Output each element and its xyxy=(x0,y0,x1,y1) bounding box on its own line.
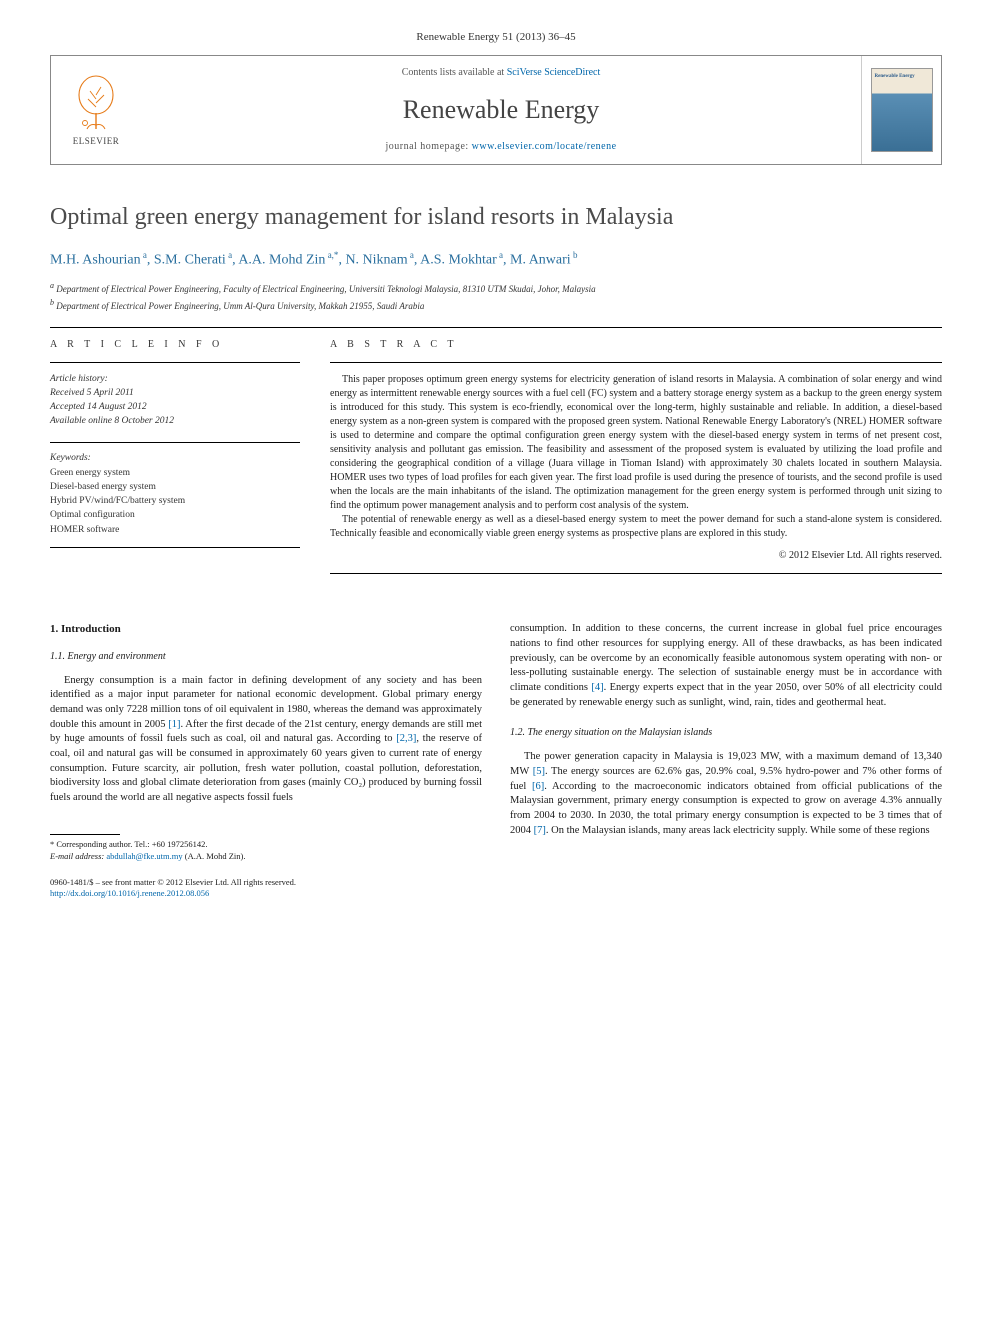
cover-image: Renewable Energy xyxy=(871,68,933,152)
doi-link[interactable]: http://dx.doi.org/10.1016/j.renene.2012.… xyxy=(50,888,209,898)
ref-7[interactable]: [7] xyxy=(534,825,546,836)
email-tail: (A.A. Mohd Zin). xyxy=(183,851,246,861)
footer-block: 0960-1481/$ – see front matter © 2012 El… xyxy=(50,877,482,901)
section-1-2-heading: 1.2. The energy situation on the Malaysi… xyxy=(510,726,942,740)
issn-front-matter: 0960-1481/$ – see front matter © 2012 El… xyxy=(50,877,482,889)
article-history: Article history: Received 5 April 2011 A… xyxy=(50,373,300,428)
corr-author-line: * Corresponding author. Tel.: +60 197256… xyxy=(50,839,482,851)
author: A.A. Mohd Zin xyxy=(238,253,325,268)
keywords-label: Keywords: xyxy=(50,451,300,465)
keyword: Diesel-based energy system xyxy=(50,480,300,494)
author: S.M. Cherati xyxy=(154,253,226,268)
abstract-para-2: The potential of renewable energy as wel… xyxy=(330,513,942,541)
article-info-column: A R T I C L E I N F O Article history: R… xyxy=(50,328,300,574)
history-online: Available online 8 October 2012 xyxy=(50,415,300,429)
author-affil-sup: b xyxy=(571,250,578,260)
journal-reference: Renewable Energy 51 (2013) 36–45 xyxy=(50,30,942,45)
body-para-1: Energy consumption is a main factor in d… xyxy=(50,674,482,806)
keywords-block: Keywords: Green energy systemDiesel-base… xyxy=(50,443,300,537)
ref-5[interactable]: [5] xyxy=(533,766,545,777)
keyword: Optimal configuration xyxy=(50,508,300,522)
author: M. Anwari xyxy=(510,253,571,268)
author-affil-sup: a xyxy=(226,250,232,260)
abstract-para-1: This paper proposes optimum green energy… xyxy=(330,373,942,513)
corr-email-link[interactable]: abdullah@fke.utm.my xyxy=(106,851,182,861)
elsevier-logo-block: ELSEVIER xyxy=(51,56,141,164)
contents-lists-line: Contents lists available at SciVerse Sci… xyxy=(147,66,855,80)
sciencedirect-link[interactable]: SciVerse ScienceDirect xyxy=(507,67,601,78)
keyword: Green energy system xyxy=(50,466,300,480)
ref-2-3[interactable]: [2,3] xyxy=(396,733,416,744)
body-column-left: 1. Introduction 1.1. Energy and environm… xyxy=(50,622,482,900)
author: N. Niknam xyxy=(345,253,407,268)
cover-title-text: Renewable Energy xyxy=(875,73,915,80)
masthead-center: Contents lists available at SciVerse Sci… xyxy=(141,56,861,164)
keyword: HOMER software xyxy=(50,523,300,537)
body-two-column: 1. Introduction 1.1. Energy and environm… xyxy=(50,622,942,900)
homepage-prefix: journal homepage: xyxy=(385,141,471,152)
body-column-right: consumption. In addition to these concer… xyxy=(510,622,942,900)
author: A.S. Mokhtar xyxy=(420,253,497,268)
affiliation-line: a Department of Electrical Power Enginee… xyxy=(50,280,942,297)
ref-1[interactable]: [1] xyxy=(168,719,180,730)
author-affil-sup: a xyxy=(141,250,147,260)
journal-homepage-line: journal homepage: www.elsevier.com/locat… xyxy=(147,140,855,154)
ref-6[interactable]: [6] xyxy=(532,781,544,792)
author-affil-sup: a xyxy=(497,250,503,260)
journal-title: Renewable Energy xyxy=(147,92,855,128)
author-affil-sup: a xyxy=(408,250,414,260)
ref-4[interactable]: [4] xyxy=(591,682,603,693)
abstract-column: A B S T R A C T This paper proposes opti… xyxy=(330,328,942,574)
section-1-1-heading: 1.1. Energy and environment xyxy=(50,650,482,664)
history-label: Article history: xyxy=(50,373,300,387)
masthead: ELSEVIER Contents lists available at Sci… xyxy=(50,55,942,165)
abstract-text: This paper proposes optimum green energy… xyxy=(330,373,942,541)
history-received: Received 5 April 2011 xyxy=(50,387,300,401)
abstract-copyright: © 2012 Elsevier Ltd. All rights reserved… xyxy=(330,549,942,563)
affiliations: a Department of Electrical Power Enginee… xyxy=(50,280,942,313)
history-accepted: Accepted 14 August 2012 xyxy=(50,401,300,415)
article-info-label: A R T I C L E I N F O xyxy=(50,338,300,352)
elsevier-tree-icon xyxy=(71,73,121,133)
abstract-label: A B S T R A C T xyxy=(330,338,942,352)
corresponding-author-footnote: * Corresponding author. Tel.: +60 197256… xyxy=(50,839,482,863)
section-1-heading: 1. Introduction xyxy=(50,622,482,637)
email-label: E-mail address: xyxy=(50,851,104,861)
author: M.H. Ashourian xyxy=(50,253,141,268)
p3d: . On the Malaysian islands, many areas l… xyxy=(546,825,930,836)
authors-line: M.H. Ashourian a, S.M. Cherati a, A.A. M… xyxy=(50,249,942,270)
elsevier-wordmark: ELSEVIER xyxy=(73,135,120,148)
author-affil-sup: a,* xyxy=(325,250,338,260)
article-title: Optimal green energy management for isla… xyxy=(50,201,942,235)
journal-cover-thumb: Renewable Energy xyxy=(861,56,941,164)
body-para-2: consumption. In addition to these concer… xyxy=(510,622,942,710)
body-para-3: The power generation capacity in Malaysi… xyxy=(510,750,942,838)
affiliation-line: b Department of Electrical Power Enginee… xyxy=(50,297,942,314)
keyword: Hybrid PV/wind/FC/battery system xyxy=(50,494,300,508)
contents-prefix: Contents lists available at xyxy=(402,67,507,78)
homepage-link[interactable]: www.elsevier.com/locate/renene xyxy=(472,141,617,152)
footnote-separator xyxy=(50,834,120,835)
